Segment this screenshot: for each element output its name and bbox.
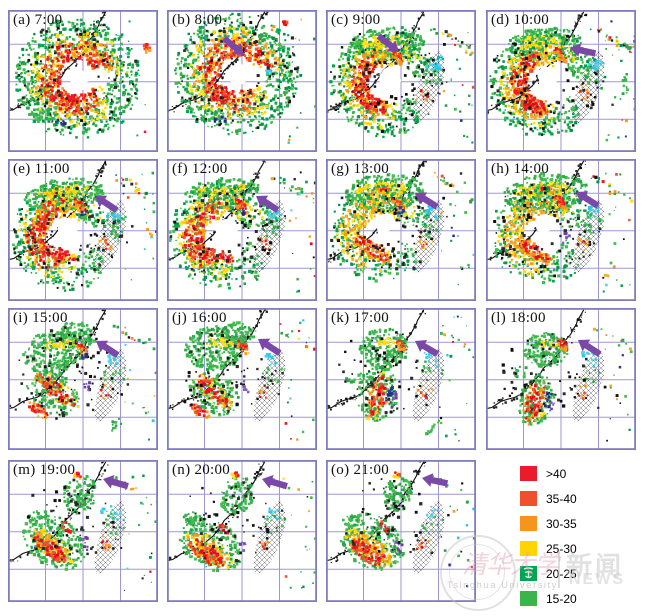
panel-label-k: (k) 17:00 xyxy=(331,310,390,326)
radar-panel-o: (o) 21:00 xyxy=(326,460,476,602)
legend-swatch-4 xyxy=(520,566,537,581)
radar-panel-c: (c) 9:00 xyxy=(326,10,476,152)
radar-canvas-a xyxy=(8,10,158,152)
legend-label-0: >40 xyxy=(546,466,567,481)
legend-label-5: 15-20 xyxy=(546,591,577,606)
radar-canvas-l xyxy=(486,308,636,450)
radar-canvas-k xyxy=(326,308,476,450)
radar-canvas-f xyxy=(167,159,317,301)
panel-label-g: (g) 13:00 xyxy=(331,161,390,177)
panel-label-i: (i) 15:00 xyxy=(13,310,68,326)
radar-panel-g: (g) 13:00 xyxy=(326,159,476,301)
legend-item-5: 15-20 xyxy=(520,591,577,606)
radar-canvas-o xyxy=(326,460,476,602)
legend-item-1: 35-40 xyxy=(520,491,577,506)
legend-label-4: 20-25 xyxy=(546,566,577,581)
legend-item-3: 25-30 xyxy=(520,541,577,556)
legend-label-3: 25-30 xyxy=(546,541,577,556)
radar-canvas-j xyxy=(167,308,317,450)
legend-item-4: 20-25 xyxy=(520,566,577,581)
legend-label-1: 35-40 xyxy=(546,491,577,506)
radar-canvas-b xyxy=(167,10,317,152)
radar-panel-j: (j) 16:00 xyxy=(167,308,317,450)
panel-label-f: (f) 12:00 xyxy=(172,161,228,177)
radar-canvas-g xyxy=(326,159,476,301)
panel-label-j: (j) 16:00 xyxy=(172,310,227,326)
radar-panel-f: (f) 12:00 xyxy=(167,159,317,301)
panel-label-e: (e) 11:00 xyxy=(13,161,70,177)
legend-label-2: 30-35 xyxy=(546,516,577,531)
watermark-glyph-on-swatch xyxy=(523,567,534,579)
radar-panel-d: (d) 10:00 xyxy=(486,10,636,152)
panel-label-n: (n) 20:00 xyxy=(172,462,231,478)
radar-canvas-h xyxy=(486,159,636,301)
radar-canvas-c xyxy=(326,10,476,152)
panel-label-a: (a) 7:00 xyxy=(13,12,63,28)
radar-panel-m: (m) 19:00 xyxy=(8,460,158,602)
panel-label-l: (l) 18:00 xyxy=(491,310,546,326)
panel-label-b: (b) 8:00 xyxy=(172,12,223,28)
radar-panel-b: (b) 8:00 xyxy=(167,10,317,152)
legend-item-0: >40 xyxy=(520,466,577,481)
radar-canvas-d xyxy=(486,10,636,152)
radar-panel-h: (h) 14:00 xyxy=(486,159,636,301)
panel-label-o: (o) 21:00 xyxy=(331,462,390,478)
panel-label-c: (c) 9:00 xyxy=(331,12,381,28)
radar-canvas-m xyxy=(8,460,158,602)
radar-canvas-i xyxy=(8,308,158,450)
legend-swatch-2 xyxy=(520,516,537,531)
legend-item-2: 30-35 xyxy=(520,516,577,531)
panel-label-d: (d) 10:00 xyxy=(491,12,550,28)
radar-panel-l: (l) 18:00 xyxy=(486,308,636,450)
legend-swatch-0 xyxy=(520,466,537,481)
radar-panel-a: (a) 7:00 xyxy=(8,10,158,152)
radar-panel-e: (e) 11:00 xyxy=(8,159,158,301)
legend-swatch-3 xyxy=(520,541,537,556)
radar-canvas-n xyxy=(167,460,317,602)
watermark-news-en: NEWS xyxy=(569,571,625,588)
panel-label-m: (m) 19:00 xyxy=(13,462,76,478)
radar-canvas-e xyxy=(8,159,158,301)
radar-panel-i: (i) 15:00 xyxy=(8,308,158,450)
legend-swatch-5 xyxy=(520,591,537,606)
radar-panel-k: (k) 17:00 xyxy=(326,308,476,450)
legend-swatch-1 xyxy=(520,491,537,506)
reflectivity-legend: >40 35-40 30-35 25-30 20-25 15-20 xyxy=(520,466,577,616)
radar-panel-n: (n) 20:00 xyxy=(167,460,317,602)
panel-label-h: (h) 14:00 xyxy=(491,161,550,177)
